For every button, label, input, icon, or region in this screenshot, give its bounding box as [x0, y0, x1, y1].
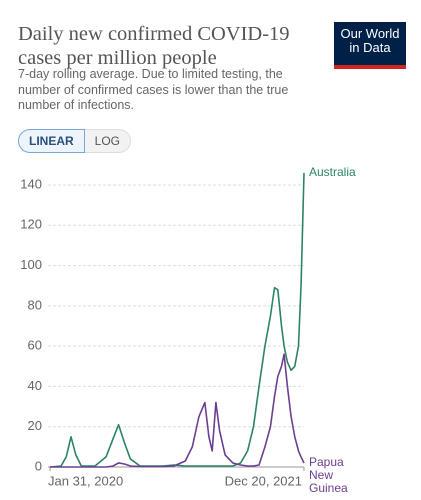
- series-line: [49, 172, 305, 468]
- log-button[interactable]: LOG: [84, 129, 132, 153]
- x-tick-label: Dec 20, 2021: [225, 473, 302, 488]
- y-tick-label: 60: [28, 338, 42, 353]
- x-tick-label: Jan 31, 2020: [48, 473, 123, 488]
- y-tick-label: 40: [28, 378, 42, 393]
- y-tick-label: 0: [35, 458, 42, 473]
- series-label: Australia: [309, 164, 356, 179]
- series-label: Papua New Guinea: [309, 454, 348, 495]
- scale-toggle: LINEAR LOG: [18, 129, 132, 153]
- y-tick-label: 140: [20, 176, 42, 191]
- logo[interactable]: Our World in Data: [334, 22, 406, 69]
- y-tick-label: 80: [28, 297, 42, 312]
- y-tick-label: 100: [20, 257, 42, 272]
- y-tick-label: 20: [28, 418, 42, 433]
- chart-subtitle: 7-day rolling average. Due to limited te…: [18, 67, 289, 112]
- chart-title: Daily new confirmed COVID-19 cases per m…: [18, 23, 290, 69]
- linear-button[interactable]: LINEAR: [18, 129, 85, 153]
- y-tick-label: 120: [20, 217, 42, 232]
- series-line: [50, 353, 305, 468]
